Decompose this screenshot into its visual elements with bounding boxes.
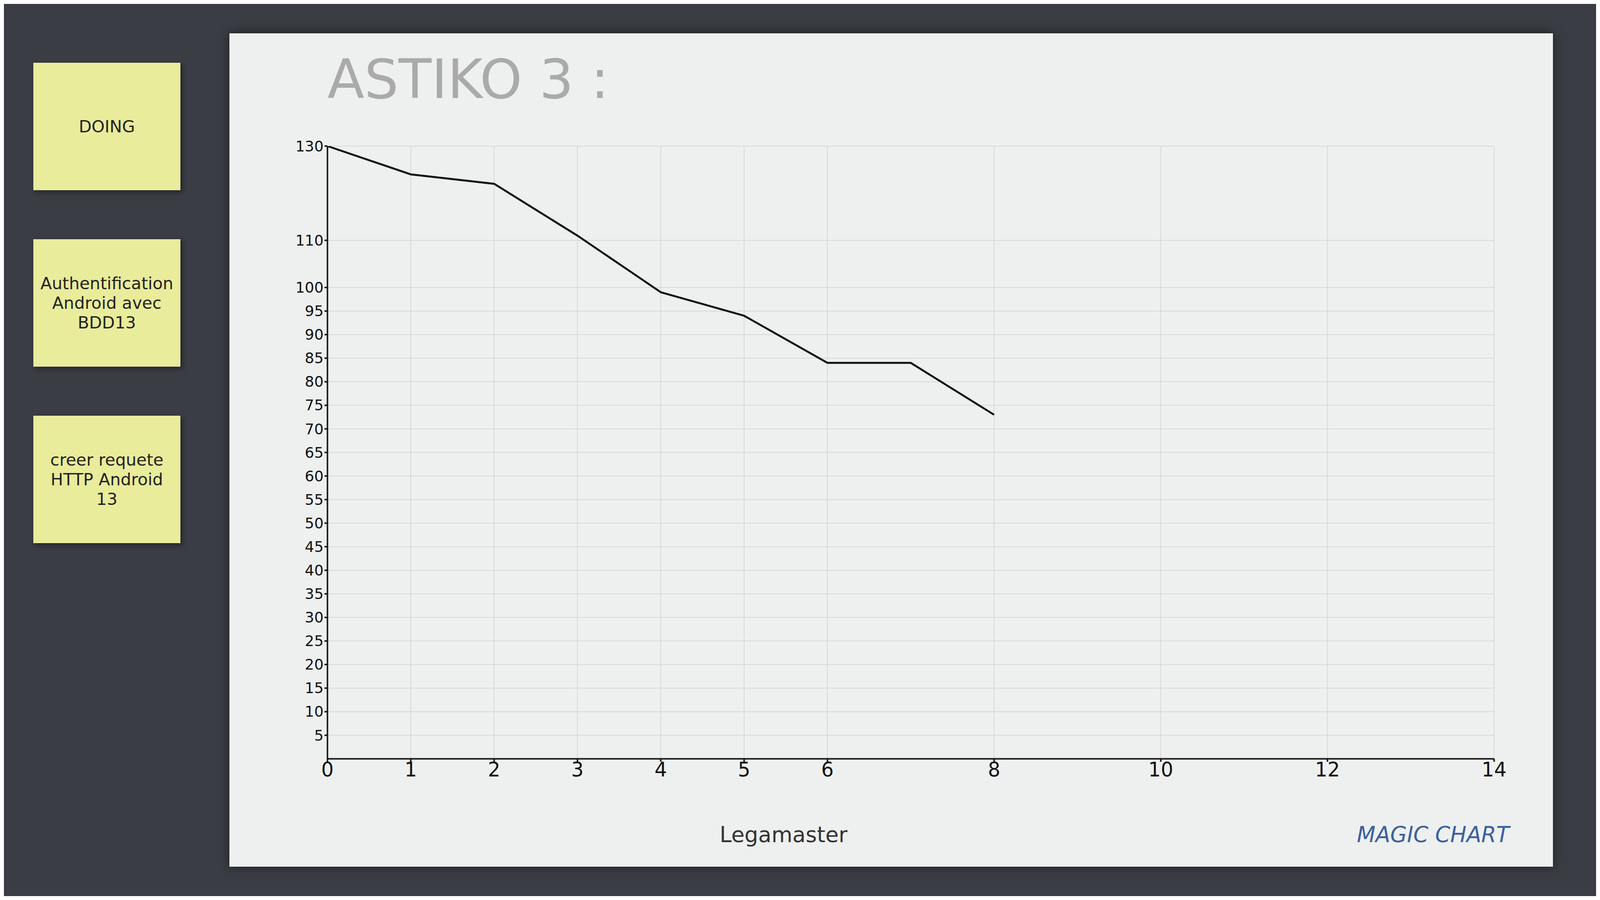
svg-text:3: 3	[571, 758, 584, 781]
svg-text:15: 15	[304, 679, 324, 697]
svg-text:65: 65	[304, 444, 324, 462]
svg-text:60: 60	[304, 467, 324, 485]
svg-text:2: 2	[487, 758, 500, 781]
svg-text:85: 85	[304, 349, 324, 367]
html-text:ASTIKO 3 :: ASTIKO 3 :	[327, 48, 610, 111]
svg-text:1: 1	[404, 758, 417, 781]
svg-text:55: 55	[304, 491, 324, 509]
svg-text:35: 35	[304, 585, 324, 603]
svg-text:20: 20	[304, 655, 324, 674]
svg-text:8: 8	[987, 758, 1000, 781]
html-text:DOING: DOING	[78, 116, 135, 137]
svg-text:25: 25	[304, 632, 324, 650]
svg-text:4: 4	[654, 758, 667, 781]
html-text:Authentification Android avec: Authentification Android avec BDD13	[40, 273, 174, 333]
svg-text:45: 45	[304, 538, 324, 556]
svg-text:30: 30	[304, 608, 324, 626]
svg-text:0: 0	[321, 758, 334, 781]
svg-text:12: 12	[1315, 758, 1341, 781]
svg-text:14: 14	[1481, 758, 1507, 781]
svg-text:90: 90	[304, 325, 324, 344]
svg-text:95: 95	[304, 302, 324, 320]
svg-text:75: 75	[304, 396, 324, 414]
svg-text:10: 10	[1148, 758, 1174, 781]
svg-text:70: 70	[304, 420, 324, 438]
html-text:MAGIC CHART: MAGIC CHART	[1356, 822, 1510, 848]
svg-text:50: 50	[304, 514, 324, 532]
svg-text:5: 5	[314, 726, 324, 745]
html-text:creer requete HTTP Android 13: creer requete HTTP Android 13	[50, 450, 164, 509]
svg-text:130: 130	[295, 137, 324, 155]
svg-text:5: 5	[737, 758, 750, 781]
svg-text:10: 10	[304, 702, 324, 721]
svg-text:110: 110	[295, 231, 324, 250]
html-text:Legamaster: Legamaster	[719, 822, 848, 848]
svg-text:100: 100	[295, 278, 324, 297]
svg-text:80: 80	[304, 373, 324, 391]
svg-text:40: 40	[304, 561, 324, 579]
svg-text:6: 6	[821, 758, 834, 781]
